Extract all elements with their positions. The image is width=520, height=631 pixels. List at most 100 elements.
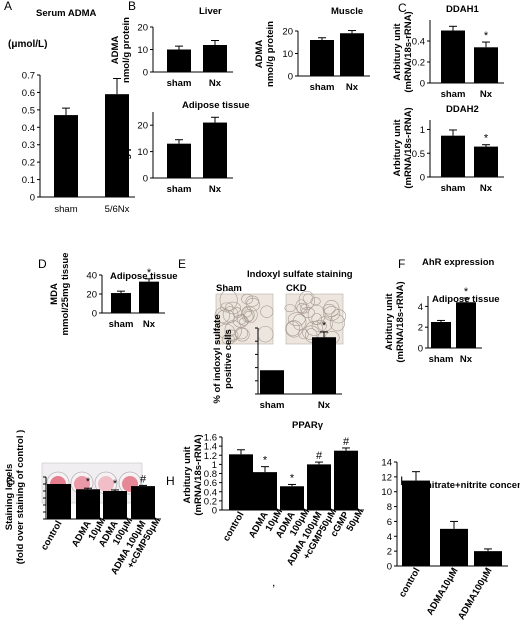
y-tick-label: 0	[387, 562, 392, 573]
y-tick-label: 2	[387, 547, 392, 558]
chart-panel-e: E Indoxyl sulfate staining * sham Nx % of ind…	[178, 257, 353, 411]
bar-1	[310, 40, 334, 76]
cell-outline	[300, 307, 315, 318]
y-axis-label: Staining levels(fold over staining of co…	[4, 430, 26, 565]
bar-1	[111, 293, 131, 313]
y-tick-label: 0.4	[22, 123, 35, 134]
y-tick-label: 2	[418, 323, 423, 334]
panel-label: F	[398, 257, 405, 271]
significance-mark: *	[147, 267, 152, 279]
chart-title: Adipose tissue	[110, 271, 178, 282]
chart-panel-b3: Adipose tissue 0 10 20 sham Nx ADMAnmol/g prot…	[110, 100, 250, 195]
x-tick-label: ADMA 100μM+cGMP50μM	[285, 501, 339, 573]
y-tick-label: 6	[387, 517, 392, 528]
bar-1	[229, 454, 253, 510]
cell-outline	[298, 328, 309, 340]
bar-2	[76, 489, 100, 519]
x-tick-label: Nx	[480, 89, 493, 100]
significance-mark: *	[322, 320, 327, 332]
x-tick-label: 5/6Nx	[105, 204, 130, 215]
significance-mark: *	[484, 133, 489, 145]
y-tick-label: 0.4	[412, 37, 425, 48]
y-tick-label: 10	[137, 45, 148, 56]
cell-outline	[329, 314, 346, 332]
x-tick-label: sham	[310, 82, 335, 93]
significance-mark: *	[86, 476, 91, 488]
cell-outline	[285, 321, 300, 337]
x-tick-label: Nx	[480, 183, 493, 194]
y-tick-label: 0.2	[412, 58, 425, 69]
chart-title: PPARγ	[292, 420, 324, 431]
y-axis-label-line: ADMA	[110, 36, 121, 65]
bar-1	[441, 135, 465, 177]
cell-outline	[322, 303, 336, 315]
cell-outline	[305, 328, 318, 343]
y-tick-label: 0.7	[22, 71, 35, 82]
bar-3	[103, 491, 127, 519]
y-tick-label: 1.4	[204, 442, 217, 453]
panel-label: I	[400, 474, 403, 488]
cell-outline	[222, 306, 239, 323]
y-axis-label-line: MDA	[49, 283, 60, 305]
significance-mark: *	[464, 286, 469, 298]
panel-label: D	[38, 257, 47, 271]
y-axis-label-line: Arbitury unit	[392, 23, 403, 81]
chart-panel-a: A Serum ADMA 0 0.1 0.2 0.3 0.4 0.5 0.6 0.7 sham 5/6…	[4, 0, 135, 215]
y-tick-label: 0	[212, 506, 217, 517]
x-tick-label: ADMA10μM	[425, 566, 461, 617]
x-tick-label: Nx	[346, 82, 359, 93]
y-axis-label-line: ADMA	[254, 40, 265, 69]
y-axis-label-line: (mRNA/18s-rRNA)	[403, 11, 414, 92]
significance-mark: #	[343, 436, 350, 448]
y-tick-label: 20	[137, 121, 148, 132]
cell-outline	[220, 302, 234, 313]
y-axis-label-line: nmol/g protein	[121, 119, 132, 185]
image-label-ckd: CKD	[286, 283, 307, 294]
significance-mark: *	[263, 455, 268, 467]
x-tick-label: Nx	[209, 184, 222, 195]
chart-title: AhR expression	[422, 257, 495, 268]
cell-outline	[296, 302, 308, 315]
y-axis-label-line: Arbitury unit	[384, 293, 395, 351]
y-tick-label: 1	[212, 460, 217, 471]
bar-5	[334, 450, 358, 510]
cell-outline	[224, 301, 241, 315]
y-axis-label: Arbitury unit(mRNA/18s-rRNA)	[392, 107, 414, 188]
panel-label: C	[398, 1, 407, 15]
y-tick-label: 1.6	[204, 433, 217, 444]
cell-outline	[284, 304, 296, 313]
y-tick-label: 0	[92, 309, 97, 320]
cell-outline	[221, 334, 235, 345]
y-axis-label-line: Staining levels	[4, 464, 15, 531]
cell-outline	[300, 303, 310, 314]
significance-mark: *	[290, 472, 295, 484]
y-axis-label-line: (mRNA/18s-rRNA)	[403, 107, 414, 188]
y-tick-label: 12	[381, 472, 392, 483]
x-tick-label: sham	[441, 183, 466, 194]
chart-title: nitrate+nitrite concentration	[426, 480, 520, 491]
bar-1	[167, 143, 191, 178]
bar-1	[431, 322, 451, 348]
bar-2	[203, 122, 227, 178]
y-tick-label: 1.2	[204, 451, 217, 462]
y-axis-label-line: (mRNA/18s-rRNA)	[395, 281, 406, 362]
chart-panel-b1: B Liver 0 10 20 sham Nx ADMAnmol/g protein	[110, 0, 233, 89]
bar-2	[474, 146, 498, 177]
y-tick-label: 0.5	[22, 105, 35, 116]
chart-title: Liver	[199, 6, 222, 17]
cell-outline	[224, 320, 242, 341]
chart-panel-c1: C DDAH1 0 0.2 0.4 * sham Nx Arbitury unit(mRNA/1…	[392, 1, 504, 100]
bar-1	[441, 30, 465, 83]
cell-outline	[311, 313, 323, 325]
y-tick-label: 0.5	[412, 149, 425, 160]
y-tick-label: 0.4	[204, 487, 217, 498]
bar-4	[131, 486, 155, 519]
y-tick-label: 10	[137, 147, 148, 158]
y-tick-label: 14	[381, 458, 392, 469]
x-tick-label: sham	[109, 319, 134, 330]
significance-mark: #	[140, 473, 147, 485]
bar-2	[253, 472, 277, 510]
chart-title: Serum ADMA	[36, 8, 96, 19]
cell-outline	[302, 325, 320, 340]
